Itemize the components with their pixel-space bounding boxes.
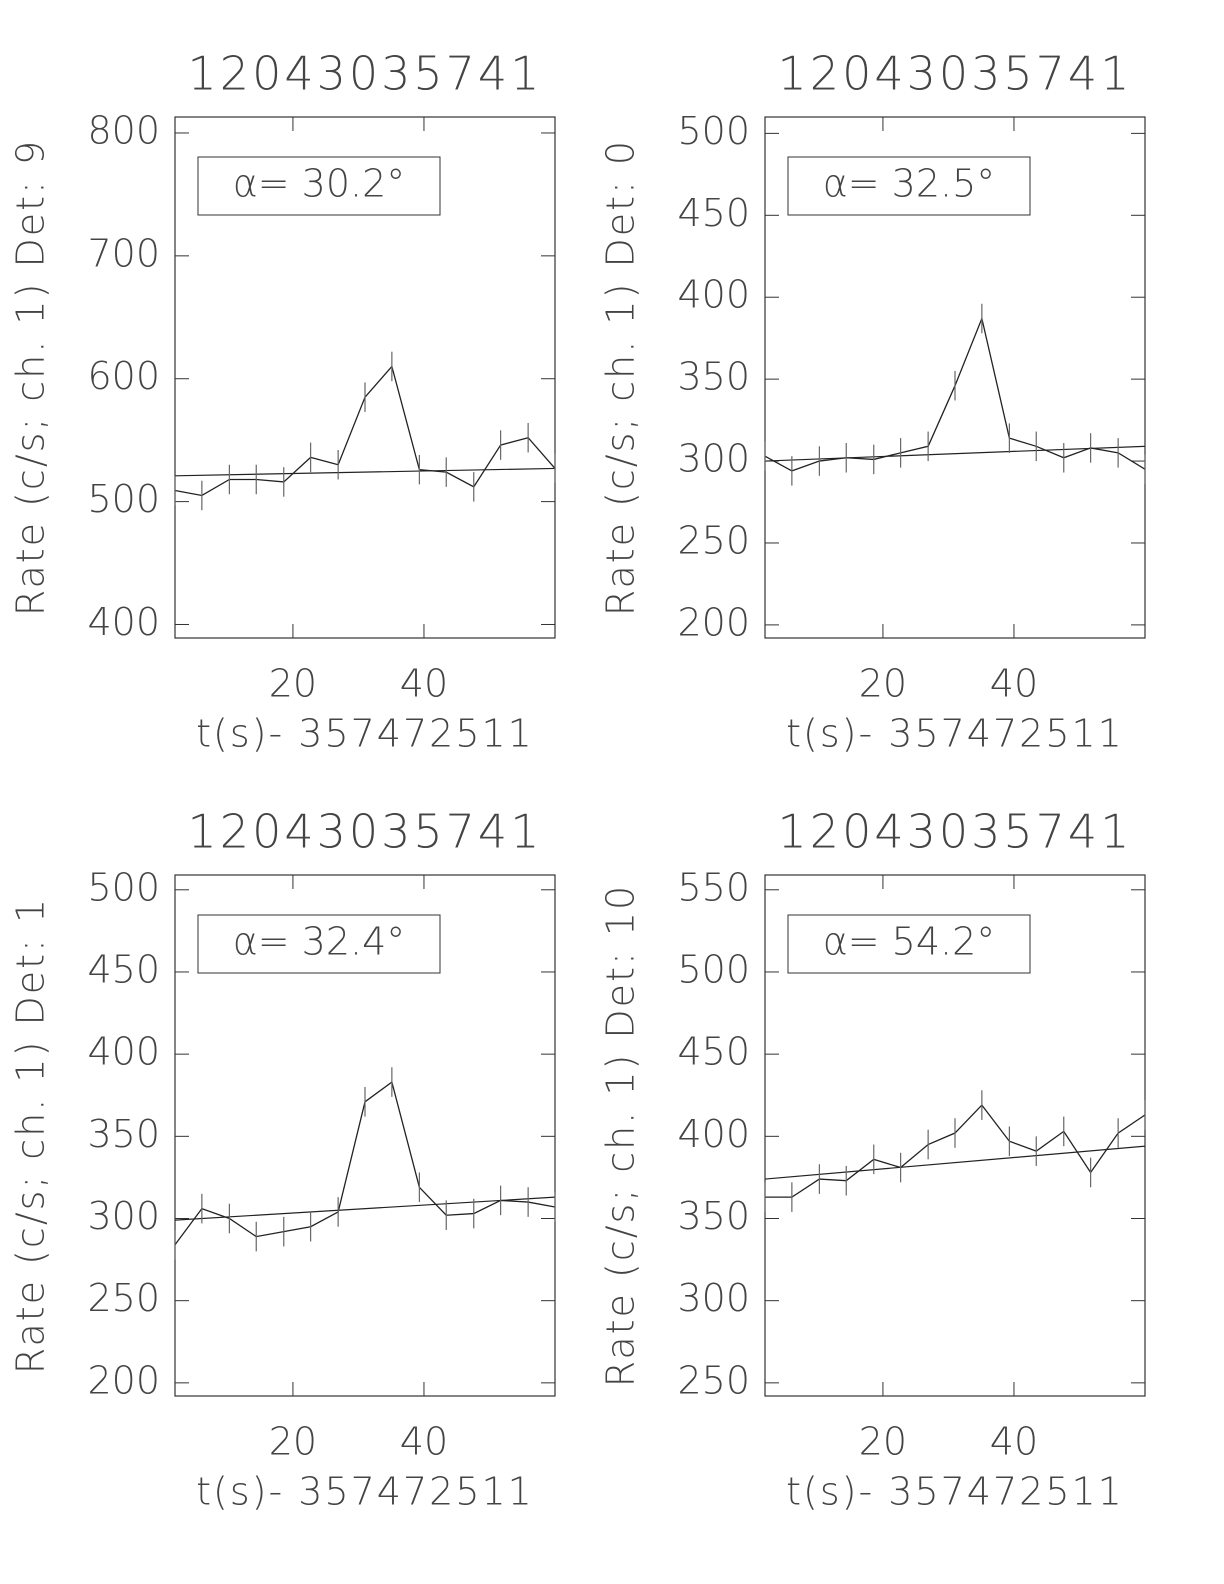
annotation-box	[787, 914, 1031, 974]
x-axis-label: t(s)- 357472511	[786, 712, 1124, 756]
y-tick-label: 400	[677, 273, 750, 317]
y-tick-label: 300	[677, 437, 750, 481]
annotation: α= 32.4°	[233, 920, 406, 964]
panel-title: 12043035741	[778, 47, 1133, 101]
x-tick-label: 20	[859, 662, 907, 706]
x-tick-label: 20	[269, 1420, 317, 1464]
y-tick-label: 300	[677, 1276, 750, 1320]
x-tick-label: 40	[990, 1420, 1038, 1464]
y-tick-label: 350	[677, 355, 750, 399]
y-tick-label: 500	[677, 947, 750, 991]
annotation-box	[787, 156, 1031, 216]
y-tick-label: 450	[677, 191, 750, 235]
fit-line	[174, 1196, 556, 1221]
y-axis-label: Rate (c/s; ch. 1) Det: 9	[9, 139, 53, 616]
y-tick-label: 250	[87, 1276, 160, 1320]
plot-frame	[764, 874, 1146, 1397]
y-tick-label: 600	[87, 354, 160, 398]
x-axis-label: t(s)- 357472511	[786, 1470, 1124, 1514]
y-tick-label: 800	[87, 108, 160, 152]
y-tick-label: 400	[87, 1030, 160, 1074]
y-tick-label: 550	[677, 865, 750, 909]
panel: 12043035741 400 500 600 700 800 20 40 t(s)- 3574…	[9, 47, 556, 756]
panel-title: 12043035741	[778, 805, 1133, 859]
y-tick-label: 500	[677, 109, 750, 153]
annotation-box	[197, 156, 441, 216]
panel: 12043035741 250 300 350 400 450 500 550 20 40 t(s)…	[599, 805, 1146, 1514]
x-axis-label: t(s)- 357472511	[196, 1470, 534, 1514]
y-axis-label: Rate (c/s; ch. 1) Det: 10	[599, 884, 643, 1387]
y-tick-label: 250	[677, 1358, 750, 1402]
y-axis-label: Rate (c/s; ch. 1) Det: 1	[9, 897, 53, 1374]
plot-frame	[174, 116, 556, 639]
y-tick-label: 350	[677, 1194, 750, 1238]
plot-frame	[764, 116, 1146, 639]
x-tick-label: 40	[990, 662, 1038, 706]
y-tick-label: 450	[677, 1030, 750, 1074]
y-tick-label: 350	[87, 1112, 160, 1156]
panel-title: 12043035741	[188, 47, 543, 101]
y-tick-label: 700	[87, 231, 160, 275]
x-tick-label: 20	[269, 662, 317, 706]
annotation: α= 30.2°	[233, 162, 406, 206]
fit-line	[764, 445, 1146, 462]
y-tick-label: 200	[677, 600, 750, 644]
panel: 12043035741 200 250 300 350 400 450 500 20 40 t(s)…	[9, 805, 556, 1514]
panel-title: 12043035741	[188, 805, 543, 859]
y-tick-label: 400	[677, 1112, 750, 1156]
fit-line	[764, 1145, 1146, 1180]
fit-line	[174, 467, 556, 477]
x-tick-label: 40	[400, 662, 448, 706]
x-axis-label: t(s)- 357472511	[196, 712, 534, 756]
y-tick-label: 300	[87, 1194, 160, 1238]
plot-frame	[174, 874, 556, 1397]
y-tick-label: 250	[677, 518, 750, 562]
panel: 12043035741 200 250 300 350 400 450 500 20 40 t(s)…	[599, 47, 1146, 756]
x-tick-label: 40	[400, 1420, 448, 1464]
y-tick-label: 200	[87, 1358, 160, 1402]
annotation: α= 54.2°	[823, 920, 996, 964]
annotation-box	[197, 914, 441, 974]
y-axis-label: Rate (c/s; ch. 1) Det: 0	[599, 139, 643, 616]
y-tick-label: 500	[87, 477, 160, 521]
y-tick-label: 400	[87, 600, 160, 644]
y-tick-label: 500	[87, 865, 160, 909]
x-tick-label: 20	[859, 1420, 907, 1464]
annotation: α= 32.5°	[823, 162, 996, 206]
y-tick-label: 450	[87, 947, 160, 991]
